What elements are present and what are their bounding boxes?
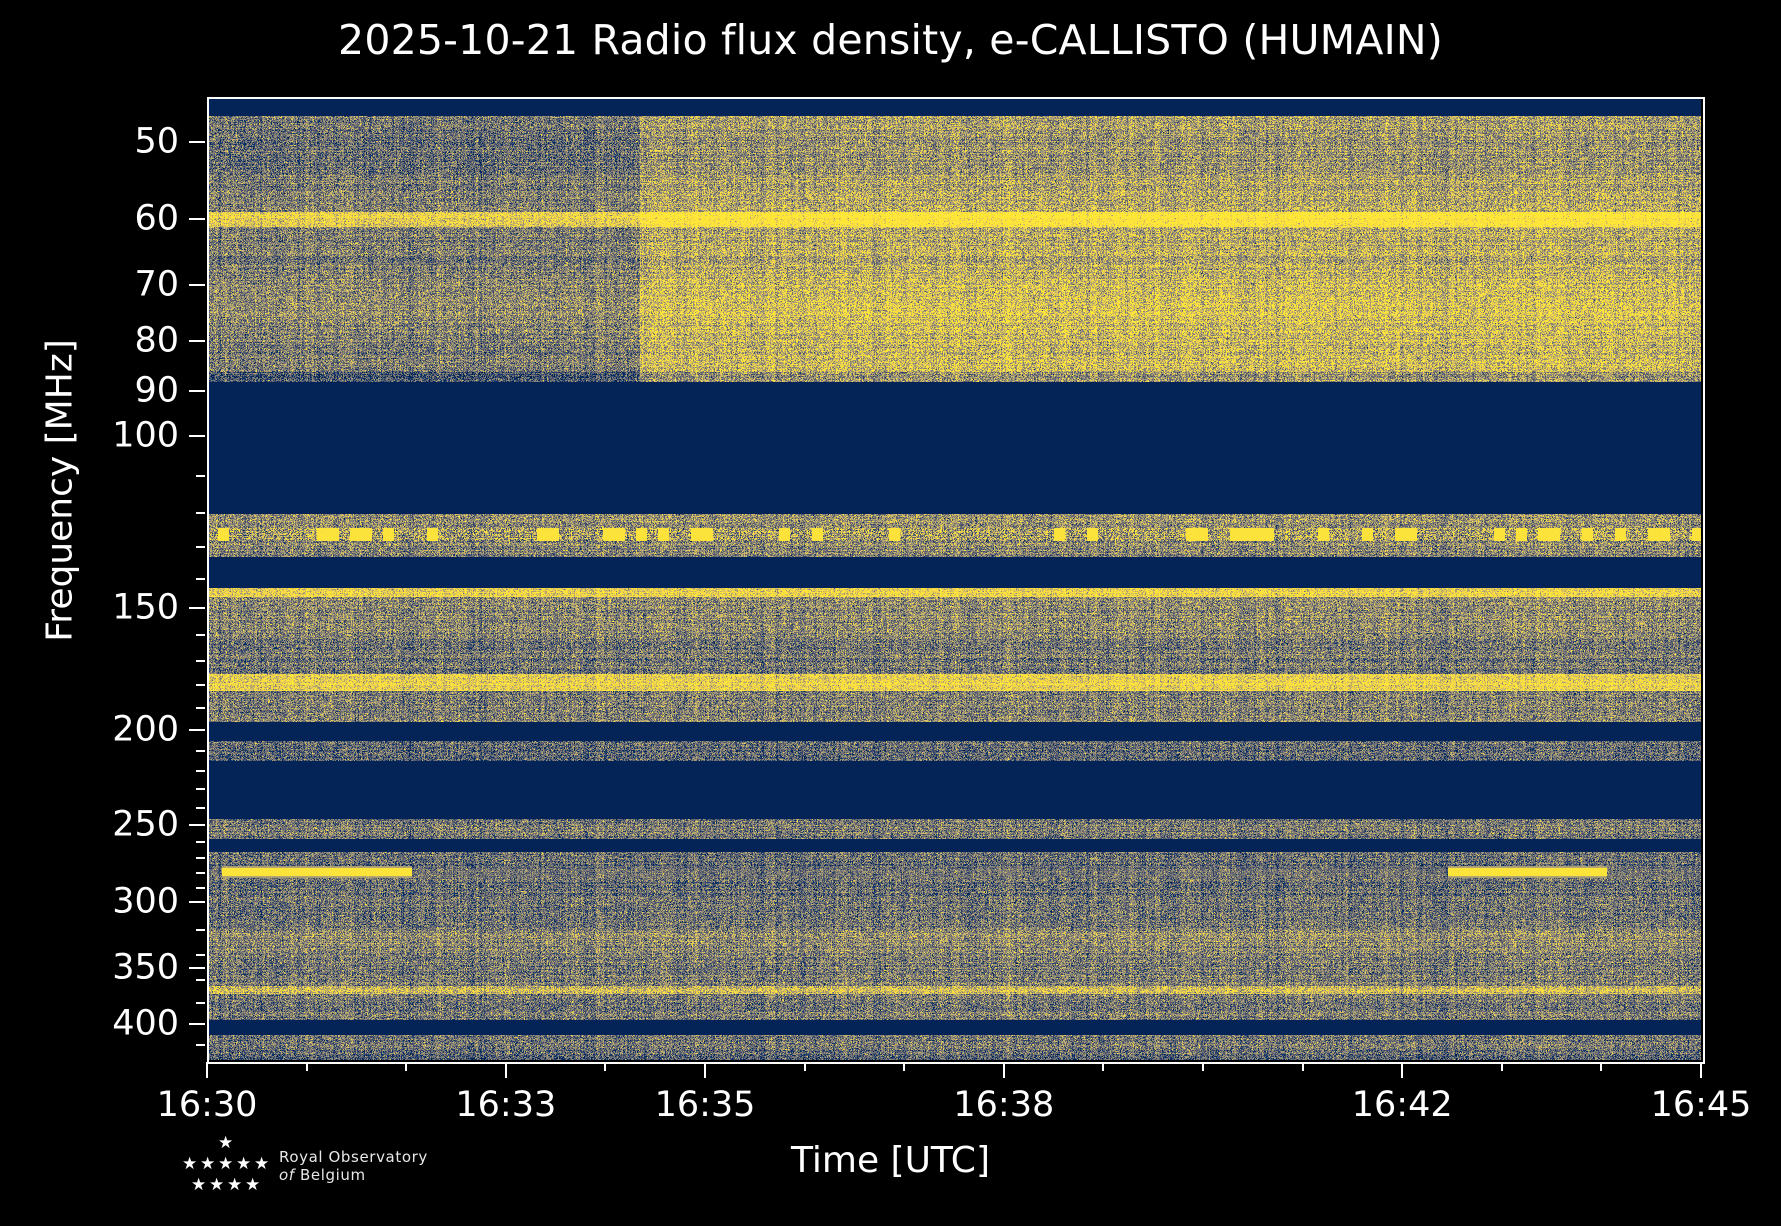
y-tick-label-100: 100	[112, 415, 179, 456]
y-tick-minor-340	[196, 954, 205, 957]
x-tick-minor-11	[1301, 1062, 1304, 1071]
y-tick-minor-280	[196, 871, 205, 874]
y-tick-minor-320	[196, 928, 205, 931]
y-tick-100	[189, 434, 205, 437]
y-tick-300	[189, 901, 205, 904]
x-tick-label-1635: 16:35	[654, 1085, 756, 1125]
x-tick-label-1642: 16:42	[1351, 1085, 1453, 1125]
y-tick-200	[189, 729, 205, 732]
y-tick-80	[189, 340, 205, 343]
y-tick-90	[189, 390, 205, 393]
x-tick-1635	[704, 1062, 706, 1078]
star-icon: ★	[218, 1154, 234, 1174]
y-tick-minor-230	[196, 788, 205, 791]
y-tick-label-70: 70	[134, 264, 179, 305]
y-tick-label-60: 60	[134, 198, 179, 239]
y-tick-minor-110	[196, 475, 205, 478]
y-tick-minor-270	[196, 856, 205, 859]
y-tick-label-50: 50	[134, 121, 179, 162]
x-tick-label-1645: 16:45	[1650, 1085, 1752, 1125]
x-tick-minor-4	[604, 1062, 607, 1071]
y-tick-label-300: 300	[112, 881, 179, 922]
y-tick-minor-140	[196, 577, 205, 580]
x-axis-title: Time [UTC]	[790, 1140, 990, 1181]
x-tick-minor-14	[1600, 1062, 1603, 1071]
y-tick-label-400: 400	[112, 1003, 179, 1044]
x-tick-1638	[1002, 1062, 1005, 1078]
x-tick-1630	[206, 1062, 208, 1078]
star-icon: ★	[227, 1175, 243, 1195]
x-tick-minor-6	[803, 1062, 806, 1071]
y-tick-minor-220	[196, 769, 205, 772]
x-tick-1633	[504, 1062, 507, 1078]
y-tick-label-250: 250	[112, 804, 179, 845]
y-tick-50	[189, 140, 205, 143]
y-tick-label-350: 350	[112, 947, 179, 988]
y-tick-minor-120	[196, 512, 205, 515]
y-tick-minor-380	[196, 1001, 205, 1004]
logo-belgium: Belgium	[300, 1166, 366, 1184]
star-icon: ★	[245, 1175, 261, 1195]
x-tick-label-1633: 16:33	[455, 1085, 557, 1125]
spectrogram-plot-area	[207, 97, 1701, 1060]
y-tick-250	[189, 823, 205, 826]
x-tick-label-1630: 16:30	[156, 1085, 258, 1125]
x-tick-minor-10	[1202, 1062, 1204, 1071]
y-tick-400	[189, 1023, 205, 1026]
royal-observatory-logo: ★ ★ ★ ★ ★ ★ ★ ★ ★ ★ Royal Observatory of Belgium	[182, 1133, 428, 1197]
y-tick-minor-180	[196, 684, 205, 687]
y-tick-minor-210	[196, 749, 205, 752]
x-axis: 16:30 16:33 16:35 16:38 16:42 16:45	[157, 1062, 1751, 1132]
y-tick-minor-160	[196, 634, 205, 637]
y-tick-minor-260	[196, 840, 205, 843]
y-axis-title: Frequency [MHz]	[39, 339, 81, 642]
y-tick-label-90: 90	[134, 370, 179, 411]
spectrogram-canvas	[207, 97, 1701, 1060]
y-tick-label-80: 80	[134, 320, 179, 361]
x-tick-1642	[1401, 1062, 1404, 1078]
y-tick-350	[189, 966, 205, 969]
y-tick-60	[189, 218, 205, 221]
star-icon: ★	[200, 1154, 216, 1174]
logo-of: of	[279, 1166, 295, 1184]
y-tick-minor-170	[196, 660, 205, 663]
star-icon: ★	[218, 1133, 234, 1153]
page-title: 2025-10-21 Radio flux density, e-CALLIST…	[338, 16, 1443, 64]
star-icon: ★	[191, 1175, 207, 1195]
y-tick-minor-360	[196, 978, 205, 981]
y-tick-label-200: 200	[112, 709, 179, 750]
star-icon: ★	[209, 1175, 225, 1195]
x-tick-label-1638: 16:38	[953, 1085, 1055, 1125]
x-tick-minor-2	[405, 1062, 408, 1071]
y-tick-minor-420	[196, 1044, 205, 1047]
logo-text: Royal Observatory of Belgium	[279, 1148, 428, 1184]
logo-line-1: Royal Observatory	[279, 1148, 428, 1166]
y-tick-minor-130	[196, 546, 205, 549]
star-icon: ★	[254, 1154, 270, 1174]
y-tick-label-150: 150	[112, 587, 179, 628]
x-tick-minor-13	[1500, 1062, 1503, 1071]
x-tick-minor-9	[1102, 1062, 1105, 1071]
y-tick-minor-240	[196, 806, 205, 809]
x-tick-1645	[1700, 1062, 1702, 1078]
y-tick-minor-290	[196, 886, 205, 889]
star-icon: ★	[236, 1154, 252, 1174]
x-tick-minor-7	[903, 1062, 906, 1071]
x-tick-minor-1	[305, 1062, 308, 1071]
star-icon: ★	[182, 1154, 198, 1174]
y-tick-70	[189, 283, 205, 286]
y-tick-150	[189, 607, 205, 610]
y-tick-minor-190	[196, 707, 205, 710]
y-axis: 50 60 70 80 90 100 150 200 250 300 350 400	[0, 97, 205, 1060]
logo-line-2: of Belgium	[279, 1166, 428, 1184]
stars-icon: ★ ★ ★ ★ ★ ★ ★ ★ ★ ★	[182, 1133, 269, 1197]
